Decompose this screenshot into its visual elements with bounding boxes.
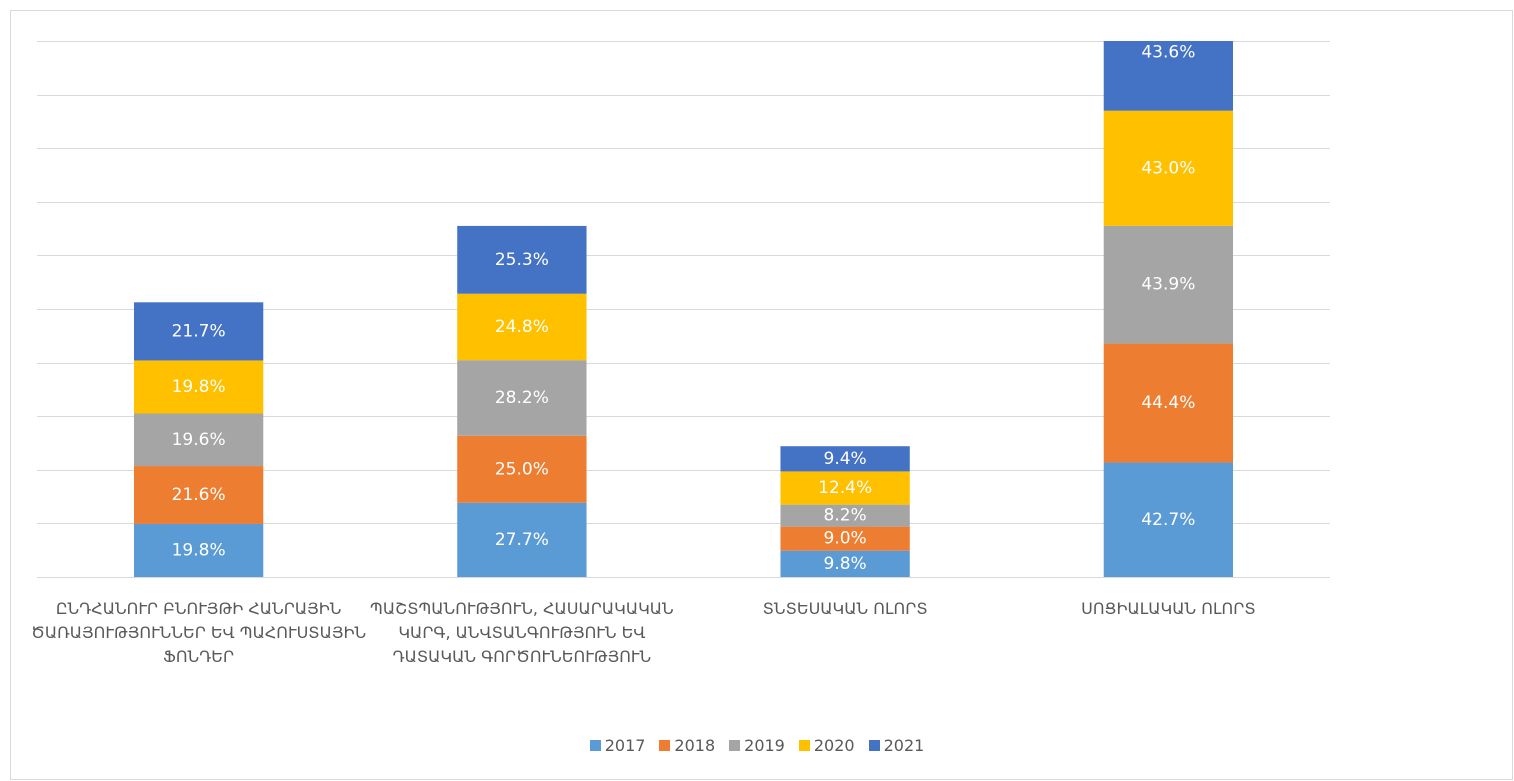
data-label: 9.8% xyxy=(824,554,867,574)
legend-swatch xyxy=(659,740,671,751)
legend-swatch xyxy=(798,740,810,751)
data-label: 44.4% xyxy=(1141,393,1195,413)
x-tick-label: ՏՆՏԵՍԱԿԱՆ ՈԼՈՐՏ xyxy=(762,599,928,618)
data-label: 21.7% xyxy=(172,321,226,341)
data-label: 12.4% xyxy=(818,478,872,498)
legend: 2017 2018 2019 2020 2021 xyxy=(0,736,1514,755)
data-label: 9.4% xyxy=(824,449,867,469)
bar-segment xyxy=(457,360,587,436)
bar-segment xyxy=(133,360,264,414)
bar-segment xyxy=(133,413,264,467)
chart-border xyxy=(10,10,1513,780)
bar-segment xyxy=(780,504,910,527)
bar-segment xyxy=(1103,41,1234,111)
x-tick-label: ԸՆԴՀԱՆՈՒՐ ԲՆՈՒՅԹԻ ՀԱՆՐԱՅԻՆ ԾԱՌԱՅՈՒԹՅՈՒՆՆ… xyxy=(31,599,367,666)
bar-segment xyxy=(1103,110,1234,226)
bar-segment xyxy=(133,523,264,577)
bar-segment xyxy=(457,435,587,503)
bar-segment xyxy=(457,225,587,294)
x-tick-label: ՍՈՑԻԱԼԱԿԱՆ ՈԼՈՐՏ xyxy=(1081,599,1256,618)
legend-item: 2018 xyxy=(659,736,715,755)
bar-segment xyxy=(133,466,264,524)
bar-segment xyxy=(780,446,910,472)
bar-segment xyxy=(780,471,910,505)
bars: 19.8% 21.6% 19.6% 19.8% 21.7% 27.7% 25.0% 28.2%… xyxy=(133,41,1234,577)
legend-label: 2018 xyxy=(674,736,716,755)
legend-label: 2020 xyxy=(813,736,855,755)
legend-swatch xyxy=(868,740,880,751)
data-label: 19.6% xyxy=(172,430,226,450)
data-label: 19.8% xyxy=(172,540,226,560)
bar-segment xyxy=(1103,225,1234,344)
data-label: 19.8% xyxy=(172,377,226,397)
legend-label: 2019 xyxy=(744,736,785,755)
data-label: 28.2% xyxy=(495,388,549,408)
data-label: 43.9% xyxy=(1141,275,1195,295)
data-label: 42.7% xyxy=(1141,510,1195,530)
data-label: 8.2% xyxy=(824,506,867,526)
legend-item: 2019 xyxy=(729,736,785,755)
data-label: 21.6% xyxy=(172,485,226,505)
data-label: 25.3% xyxy=(495,250,549,270)
data-label: 27.7% xyxy=(495,530,549,550)
data-label: 43.6% xyxy=(1141,42,1195,62)
bar-segment xyxy=(1103,343,1234,463)
data-label: 43.0% xyxy=(1141,158,1195,178)
bar-segment xyxy=(780,550,910,577)
bar-segment xyxy=(457,293,587,361)
legend-label: 2021 xyxy=(883,736,925,755)
bar-segment xyxy=(457,502,587,577)
x-tick-label: ՊԱՇՏՊԱՆՈՒԹՅՈՒՆ, ՀԱՍԱՐԱԿԱԿԱՆ ԿԱՐԳ, ԱՆՎՏԱՆ… xyxy=(370,599,674,666)
legend-label: 2017 xyxy=(604,736,646,755)
legend-swatch xyxy=(729,740,741,751)
legend-item: 2021 xyxy=(868,736,925,755)
data-label: 25.0% xyxy=(495,459,549,479)
data-label: 24.8% xyxy=(495,317,549,337)
bar-segment xyxy=(780,526,910,551)
bar-segment xyxy=(1103,462,1234,577)
legend-item: 2017 xyxy=(589,736,646,755)
bar-segment xyxy=(133,302,264,361)
legend-item: 2020 xyxy=(798,736,855,755)
legend-swatch xyxy=(589,740,601,751)
data-label: 9.0% xyxy=(824,529,867,549)
